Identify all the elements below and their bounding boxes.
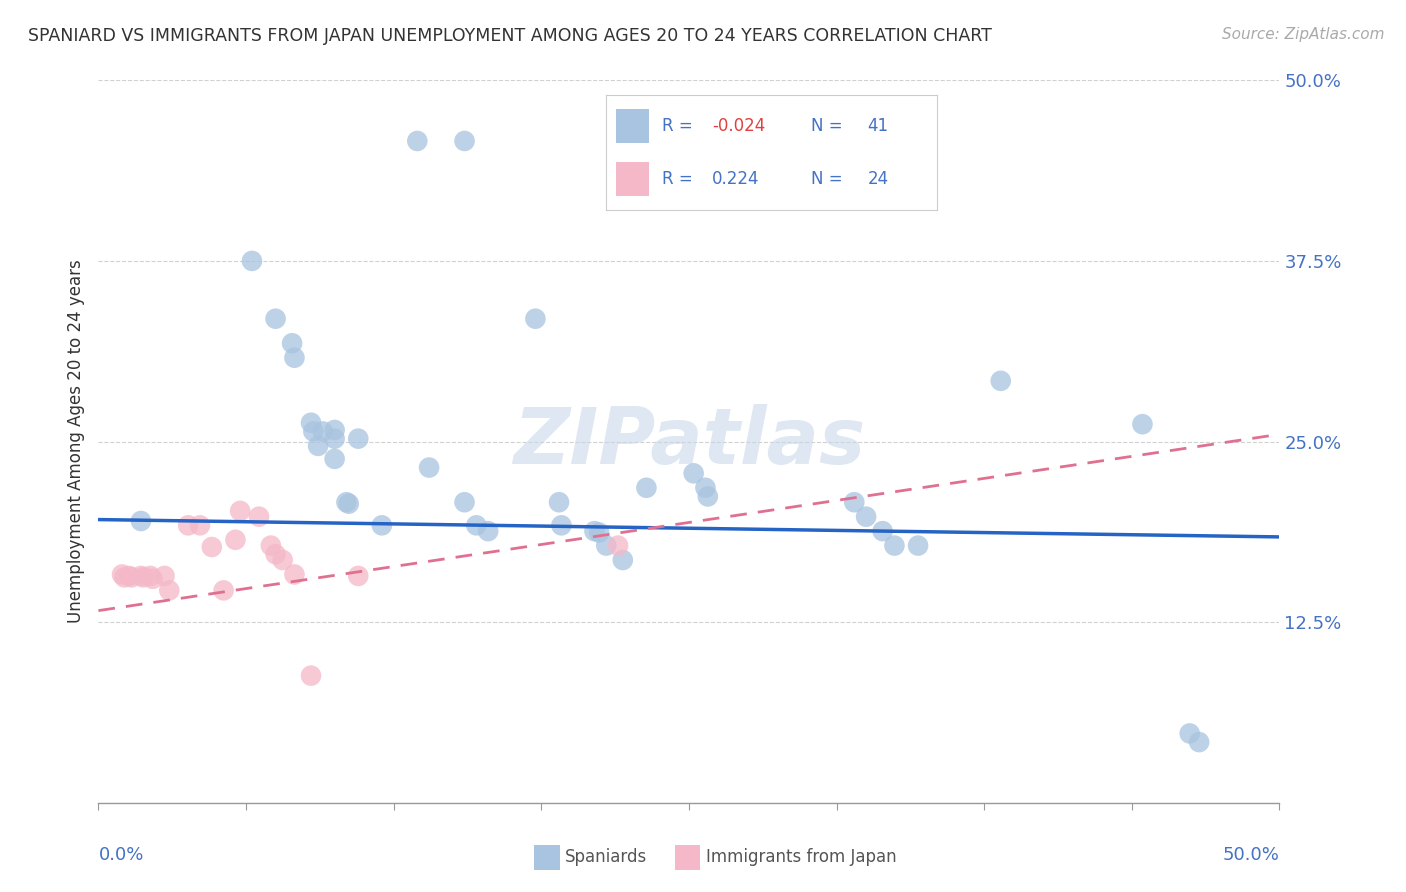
Text: SPANIARD VS IMMIGRANTS FROM JAPAN UNEMPLOYMENT AMONG AGES 20 TO 24 YEARS CORRELA: SPANIARD VS IMMIGRANTS FROM JAPAN UNEMPL…: [28, 27, 993, 45]
Point: [212, 583, 235, 598]
Point: [1132, 417, 1154, 432]
Point: [695, 481, 717, 495]
Point: [583, 524, 606, 538]
Point: [872, 524, 894, 538]
Point: [129, 514, 152, 528]
Point: [883, 539, 905, 553]
Text: Spaniards: Spaniards: [565, 848, 647, 866]
Text: Immigrants from Japan: Immigrants from Japan: [706, 848, 897, 866]
Text: ZIPatlas: ZIPatlas: [513, 403, 865, 480]
Point: [118, 569, 141, 583]
Point: [323, 432, 346, 446]
Text: 50.0%: 50.0%: [1223, 847, 1279, 864]
Point: [281, 336, 304, 351]
Point: [302, 425, 325, 439]
Point: [307, 439, 329, 453]
Point: [588, 525, 610, 540]
Point: [418, 460, 440, 475]
Text: Source: ZipAtlas.com: Source: ZipAtlas.com: [1222, 27, 1385, 42]
Point: [142, 572, 165, 586]
Point: [240, 253, 263, 268]
Point: [264, 311, 287, 326]
Point: [153, 569, 176, 583]
Point: [312, 425, 335, 439]
Point: [477, 524, 499, 538]
Point: [121, 570, 143, 584]
Point: [855, 509, 877, 524]
Point: [177, 518, 200, 533]
Y-axis label: Unemployment Among Ages 20 to 24 years: Unemployment Among Ages 20 to 24 years: [66, 260, 84, 624]
Text: 0.0%: 0.0%: [98, 847, 143, 864]
Point: [548, 495, 571, 509]
Point: [1188, 735, 1211, 749]
Point: [636, 481, 658, 495]
Point: [271, 553, 294, 567]
Point: [299, 668, 322, 682]
Point: [453, 495, 475, 509]
Point: [264, 547, 287, 561]
Point: [283, 567, 305, 582]
Point: [247, 509, 270, 524]
Point: [260, 539, 283, 553]
Point: [112, 570, 135, 584]
Point: [696, 490, 718, 504]
Point: [111, 567, 134, 582]
Point: [129, 569, 152, 583]
Point: [907, 539, 929, 553]
Point: [139, 569, 162, 583]
Point: [682, 467, 704, 481]
Point: [347, 569, 370, 583]
Point: [612, 553, 634, 567]
Point: [406, 134, 429, 148]
Point: [157, 583, 180, 598]
Point: [371, 518, 394, 533]
Point: [844, 495, 866, 509]
Point: [550, 518, 572, 533]
Point: [188, 518, 211, 533]
Point: [337, 497, 360, 511]
Point: [607, 539, 630, 553]
Point: [990, 374, 1012, 388]
Point: [224, 533, 246, 547]
Point: [323, 423, 346, 437]
Point: [132, 570, 155, 584]
Point: [335, 495, 357, 509]
Point: [453, 134, 475, 148]
Point: [347, 432, 370, 446]
Point: [524, 311, 547, 326]
Point: [465, 518, 488, 533]
Point: [1178, 726, 1201, 740]
Point: [595, 539, 617, 553]
Point: [283, 351, 305, 365]
Point: [299, 416, 322, 430]
Point: [323, 451, 346, 466]
Point: [201, 540, 224, 554]
Point: [229, 504, 252, 518]
